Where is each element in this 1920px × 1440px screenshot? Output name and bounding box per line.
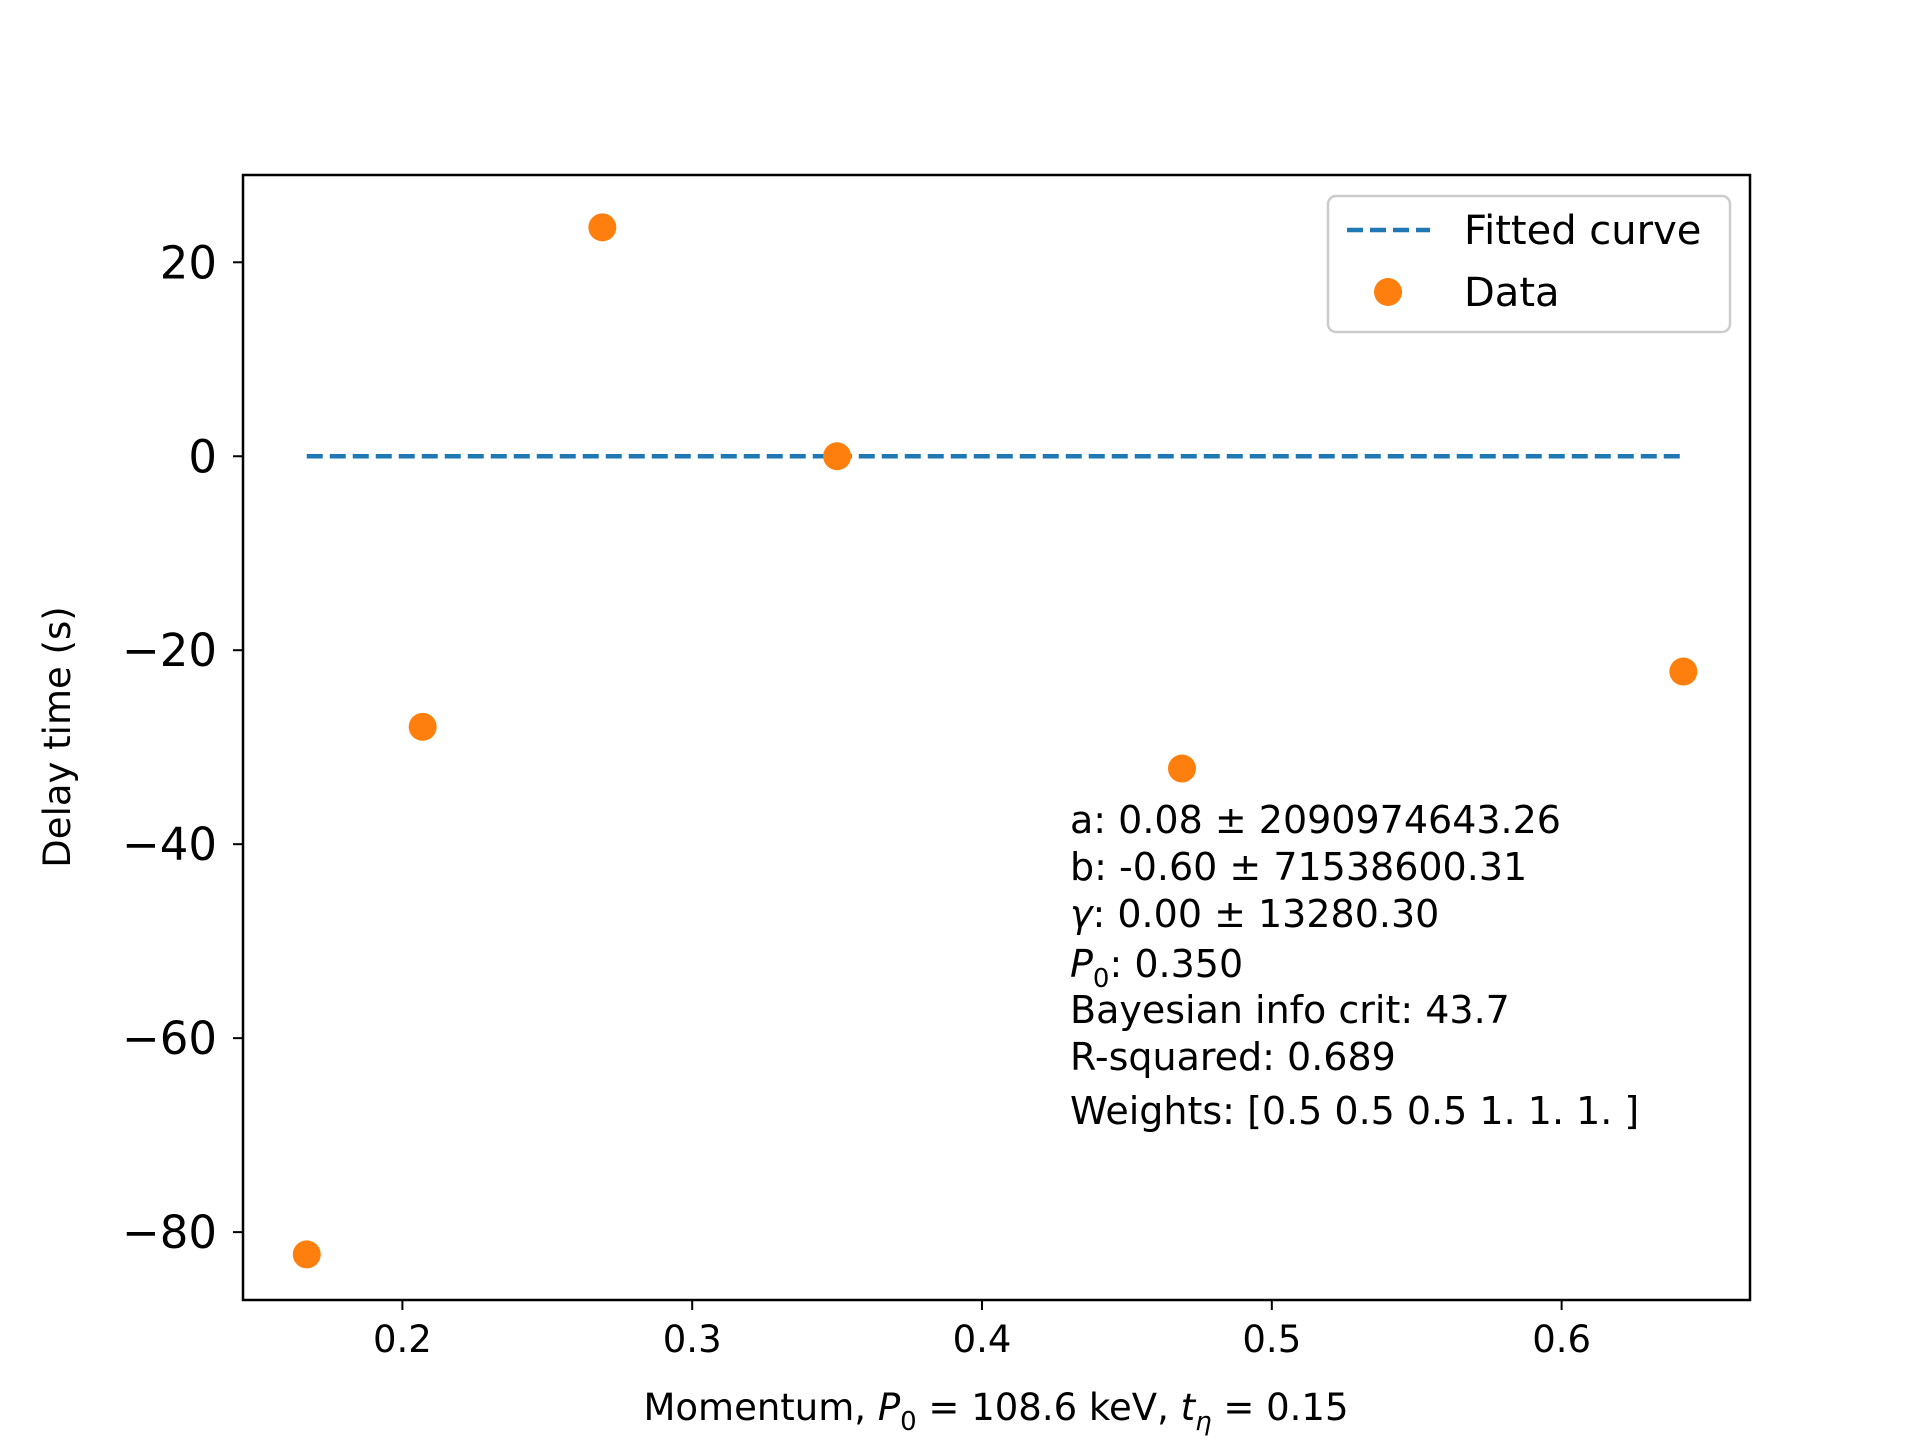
y-axis-ticks: 20 0 −20 −40 −60 −80 — [122, 236, 243, 1259]
data-point — [588, 213, 617, 242]
data-point — [408, 712, 437, 741]
x-tick-label: 0.4 — [953, 1318, 1012, 1361]
x-tick-label: 0.2 — [373, 1318, 432, 1361]
legend: Fitted curve Data — [1326, 194, 1732, 334]
annotation-line: P0: 0.350 — [1070, 942, 1243, 994]
legend-data-label: Data — [1464, 270, 1560, 316]
x-axis-ticks: 0.2 0.3 0.4 0.5 0.6 — [373, 1300, 1591, 1361]
x-tick-label: 0.5 — [1242, 1318, 1301, 1361]
annotation-line: b: -0.60 ± 71538600.31 — [1070, 845, 1527, 889]
y-tick-label: 0 — [188, 430, 217, 483]
y-tick-label: −80 — [122, 1206, 217, 1259]
data-point — [823, 442, 852, 471]
annotation-line: Bayesian info crit: 43.7 — [1070, 988, 1510, 1032]
annotation-line: Weights: [0.5 0.5 0.5 1. 1. 1. ] — [1070, 1089, 1639, 1133]
x-tick-label: 0.3 — [663, 1318, 722, 1361]
data-point — [1167, 754, 1196, 783]
annotation-line: a: 0.08 ± 2090974643.26 — [1070, 798, 1561, 842]
y-axis-label: Delay time (s) — [36, 606, 79, 867]
y-tick-label: −20 — [122, 624, 217, 677]
data-point — [292, 1240, 321, 1269]
y-tick-label: −40 — [122, 818, 217, 871]
legend-fitted-curve-label: Fitted curve — [1464, 208, 1701, 254]
annotation-line: γ: 0.00 ± 13280.30 — [1070, 892, 1439, 936]
fit-parameters-annotation: a: 0.08 ± 2090974643.26b: -0.60 ± 715386… — [1070, 798, 1639, 1133]
plot-area-frame — [241, 173, 1752, 1302]
y-tick-label: 20 — [160, 236, 217, 289]
legend-data-swatch — [1374, 278, 1402, 306]
data-point — [1669, 657, 1698, 686]
y-tick-label: −60 — [122, 1012, 217, 1065]
x-tick-label: 0.6 — [1532, 1318, 1591, 1361]
annotation-line: R-squared: 0.689 — [1070, 1035, 1396, 1079]
x-axis-label: Momentum, P0 = 108.6 keV, tη = 0.15 — [643, 1386, 1348, 1437]
data-points-layer — [292, 213, 1698, 1269]
